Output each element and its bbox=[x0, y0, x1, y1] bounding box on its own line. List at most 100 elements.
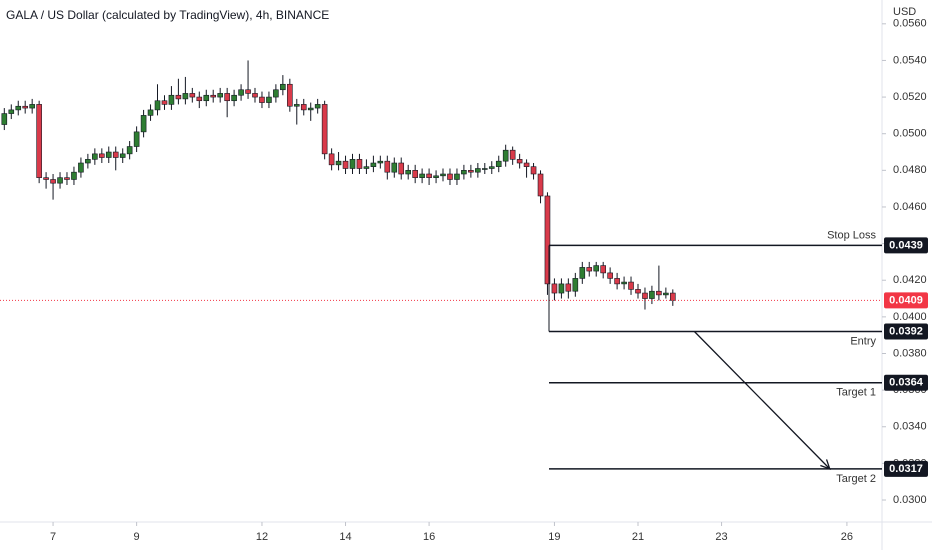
candle-body bbox=[321, 104, 328, 155]
candle-body bbox=[419, 173, 425, 178]
candle-body bbox=[502, 149, 509, 162]
candle-body bbox=[447, 173, 453, 180]
candle-body bbox=[92, 153, 98, 160]
candle-body bbox=[133, 131, 140, 147]
candle-body bbox=[182, 93, 189, 100]
candle-body bbox=[71, 171, 77, 180]
candle-body bbox=[85, 159, 91, 164]
candle-body bbox=[140, 115, 147, 133]
y-tick-label: 0.0480 bbox=[893, 164, 927, 176]
candle-body bbox=[335, 160, 342, 166]
axis-unit: USD bbox=[893, 6, 916, 18]
candle-body bbox=[656, 290, 662, 296]
candle-body bbox=[314, 104, 321, 109]
y-tick-label: 0.0400 bbox=[893, 311, 927, 323]
candle-body bbox=[259, 96, 265, 103]
candle-body bbox=[203, 94, 210, 102]
candle-body bbox=[307, 107, 314, 111]
candle-body bbox=[607, 272, 613, 279]
candle-body bbox=[287, 83, 293, 107]
candle-body bbox=[475, 168, 481, 173]
x-tick-label: 23 bbox=[715, 531, 727, 543]
candle-body bbox=[293, 104, 300, 107]
candle-body bbox=[168, 94, 175, 105]
candle-body bbox=[440, 173, 446, 177]
candle-body bbox=[99, 153, 105, 158]
candle-body bbox=[628, 281, 634, 290]
candle-body bbox=[461, 170, 467, 175]
level-price-box bbox=[884, 374, 928, 391]
candle-body bbox=[147, 109, 154, 116]
candle-body bbox=[300, 104, 307, 111]
candle-body bbox=[22, 105, 28, 109]
candle-body bbox=[572, 278, 579, 292]
candle-body bbox=[635, 289, 641, 294]
candle-body bbox=[558, 283, 565, 294]
candle-body bbox=[649, 290, 655, 299]
candle-body bbox=[349, 159, 356, 169]
candle-body bbox=[342, 160, 349, 169]
x-tick-label: 19 bbox=[548, 531, 560, 543]
level-price-label: 0.0317 bbox=[889, 463, 923, 475]
x-tick-label: 26 bbox=[841, 531, 853, 543]
y-tick-label: 0.0460 bbox=[893, 201, 927, 213]
candle-body bbox=[15, 105, 22, 111]
candle-body bbox=[36, 104, 42, 178]
candle-body bbox=[8, 109, 15, 114]
x-tick-label: 14 bbox=[339, 531, 351, 543]
candle-body bbox=[530, 166, 537, 175]
x-tick-label: 21 bbox=[632, 531, 644, 543]
candle-body bbox=[363, 166, 370, 169]
candle-body bbox=[189, 93, 196, 98]
y-tick-label: 0.0540 bbox=[893, 54, 927, 66]
candle-body bbox=[426, 173, 432, 178]
candle-body bbox=[579, 267, 586, 279]
candle-body bbox=[391, 162, 398, 173]
candle-body bbox=[642, 292, 648, 299]
candle-body bbox=[105, 151, 112, 158]
level-label: Target 1 bbox=[836, 387, 876, 399]
level-label: Stop Loss bbox=[827, 229, 876, 241]
candle-body bbox=[600, 265, 606, 274]
candle-body bbox=[405, 170, 412, 175]
candle-body bbox=[614, 278, 620, 285]
candle-body bbox=[175, 94, 182, 100]
candle-body bbox=[565, 283, 572, 292]
candle-body bbox=[231, 94, 237, 102]
candle-body bbox=[196, 96, 203, 102]
candle-body bbox=[509, 149, 516, 160]
candle-body bbox=[161, 100, 168, 105]
candle-body bbox=[537, 173, 544, 197]
y-tick-label: 0.0500 bbox=[893, 128, 927, 140]
candle-body bbox=[586, 267, 593, 272]
candle-body bbox=[488, 166, 495, 169]
y-tick-label: 0.0560 bbox=[893, 18, 927, 30]
candle-body bbox=[266, 96, 272, 103]
level-price-label: 0.0439 bbox=[889, 239, 923, 251]
candle-body bbox=[433, 175, 439, 178]
candle-body bbox=[523, 162, 530, 167]
y-tick-label: 0.0420 bbox=[893, 274, 927, 286]
level-label: Entry bbox=[850, 335, 876, 347]
candle-body bbox=[670, 292, 676, 301]
y-tick-label: 0.0520 bbox=[893, 91, 927, 103]
y-tick-label: 0.0340 bbox=[893, 421, 927, 433]
last-price-box bbox=[884, 292, 928, 309]
candle-body bbox=[217, 93, 223, 98]
x-tick-label: 16 bbox=[423, 531, 435, 543]
candle-body bbox=[328, 153, 335, 166]
candle-body bbox=[78, 162, 84, 173]
candle-body bbox=[593, 265, 600, 272]
last-price-label: 0.0409 bbox=[889, 294, 923, 306]
candle-body bbox=[119, 153, 126, 158]
chart-title: GALA / US Dollar (calculated by TradingV… bbox=[6, 8, 329, 22]
candle-body bbox=[454, 173, 460, 180]
candle-body bbox=[64, 177, 70, 180]
candle-body bbox=[224, 93, 230, 102]
candle-body bbox=[516, 159, 523, 164]
level-price-box bbox=[884, 237, 928, 254]
candle-body bbox=[43, 177, 49, 180]
candle-body bbox=[468, 170, 474, 173]
